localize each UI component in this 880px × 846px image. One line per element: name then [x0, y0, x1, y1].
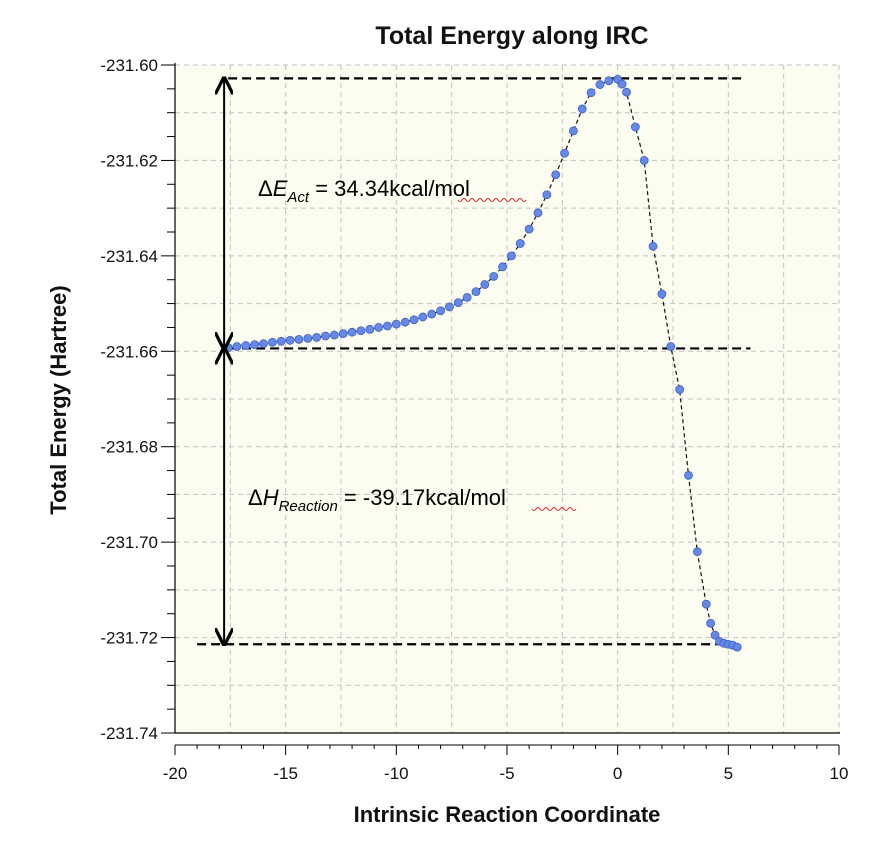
x-axis-title: Intrinsic Reaction Coordinate: [354, 802, 661, 827]
data-point: [471, 287, 481, 297]
y-axis-ticks: -231.60 -231.62 -231.64 -231.66 -231.68 -231.…: [100, 56, 175, 743]
data-point: [427, 309, 437, 319]
data-point: [489, 271, 499, 281]
activation-energy-label: ΔEAct = 34.34kcal/mol: [258, 176, 470, 206]
chart-title: Total Energy along IRC: [375, 22, 648, 50]
data-point: [400, 317, 410, 327]
data-point: [259, 339, 268, 349]
data-point: [445, 302, 454, 312]
data-point: [639, 156, 649, 165]
data-point: [622, 87, 631, 97]
y-tick-label: -231.72: [100, 629, 158, 648]
x-tick-label: 5: [724, 764, 733, 783]
x-tick-label: -10: [384, 764, 409, 783]
data-point: [617, 79, 627, 89]
data-point: [524, 224, 534, 234]
grid-lines: [174, 64, 840, 734]
x-axis-ticks: -20 -15 -10 -5 0 5 10: [163, 744, 849, 783]
data-point: [312, 333, 322, 342]
data-point: [241, 341, 251, 350]
data-point: [657, 289, 667, 299]
data-point: [692, 547, 702, 557]
data-point: [732, 642, 742, 652]
data-point: [542, 190, 552, 200]
data-point: [294, 334, 304, 344]
y-tick-label: -231.60: [100, 56, 158, 75]
data-point: [604, 76, 614, 86]
data-point: [701, 599, 711, 609]
data-point: [303, 334, 313, 343]
data-point: [666, 342, 676, 351]
data-point: [507, 251, 516, 261]
y-tick-label: -231.66: [100, 342, 158, 361]
data-point: [391, 319, 401, 329]
axes: [174, 63, 840, 734]
data-point: [250, 340, 260, 350]
data-point: [365, 324, 375, 334]
data-point: [569, 126, 578, 136]
data-point: [436, 306, 446, 316]
data-points: [223, 74, 742, 652]
data-point: [321, 331, 330, 341]
y-tick-label: -231.70: [100, 533, 158, 552]
x-tick-label: -15: [273, 764, 298, 783]
data-point: [560, 148, 569, 158]
x-tick-label: -5: [499, 764, 514, 783]
y-axis-title: Total Energy (Hartree): [46, 285, 71, 514]
data-point: [267, 337, 277, 347]
y-tick-label: -231.64: [100, 247, 158, 266]
spellcheck-underline: [457, 198, 527, 202]
x-tick-label: -20: [163, 764, 188, 783]
y-tick-label: -231.62: [100, 151, 158, 170]
data-point: [285, 335, 295, 345]
data-point: [462, 292, 472, 302]
data-point: [383, 321, 392, 331]
data-point: [586, 88, 596, 98]
data-point: [533, 208, 543, 218]
data-point: [706, 618, 716, 628]
data-point: [409, 315, 419, 325]
data-point: [498, 262, 507, 272]
data-point: [648, 241, 658, 251]
data-point: [232, 342, 242, 351]
data-point: [329, 330, 339, 340]
y-tick-label: -231.68: [100, 438, 158, 457]
data-point: [453, 298, 463, 308]
spellcheck-underline: [531, 507, 577, 511]
data-point: [374, 323, 384, 332]
data-point: [223, 343, 233, 352]
data-point: [710, 630, 720, 640]
data-point: [630, 122, 640, 132]
data-point: [418, 312, 428, 322]
data-point: [276, 336, 286, 346]
data-point: [515, 239, 525, 248]
data-point: [338, 329, 348, 339]
data-point: [577, 104, 587, 114]
data-point: [551, 170, 561, 180]
data-point: [595, 80, 605, 89]
reaction-enthalpy-label: ΔHReaction = -39.17kcal/mol: [248, 485, 506, 515]
x-tick-label: 10: [830, 764, 849, 783]
data-point: [684, 470, 693, 480]
data-point: [675, 385, 685, 394]
data-point: [480, 280, 490, 289]
x-tick-label: 0: [613, 764, 622, 783]
data-point: [356, 326, 366, 336]
y-tick-label: -231.74: [100, 724, 158, 743]
data-point: [347, 327, 357, 337]
reference-lines: [197, 77, 751, 646]
